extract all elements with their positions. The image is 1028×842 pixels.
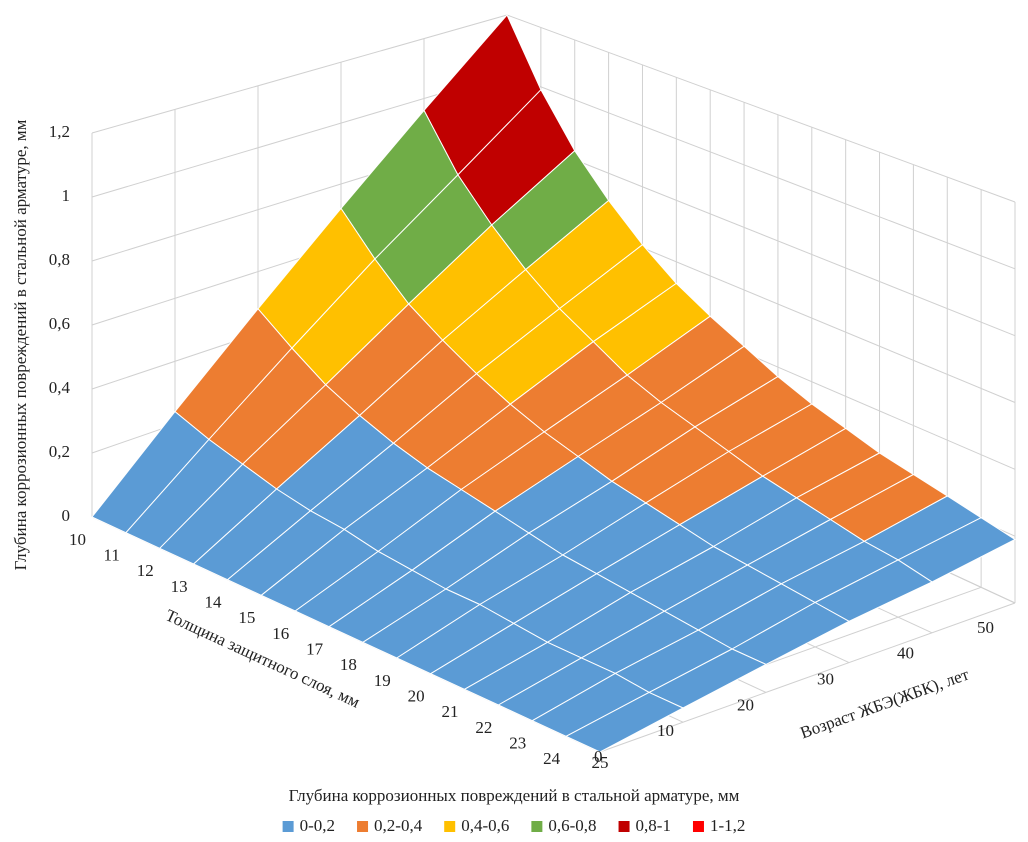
z-tick-label: 1,2: [49, 122, 70, 141]
legend-label: 0-0,2: [300, 816, 335, 835]
legend-label: 0,2-0,4: [374, 816, 423, 835]
x-tick-label: 12: [137, 561, 154, 580]
z-tick-label: 0,8: [49, 250, 70, 269]
legend-swatch: [282, 821, 294, 832]
x-tick-label: 15: [238, 608, 255, 627]
x-tick-label: 25: [592, 753, 609, 772]
z-tick-label: 0,6: [49, 314, 70, 333]
x-tick-label: 20: [408, 687, 425, 706]
x-tick-label: 18: [340, 655, 357, 674]
x-tick-label: 22: [475, 718, 492, 737]
z-tick-label: 0: [62, 506, 71, 525]
z-tick-label: 0,2: [49, 442, 70, 461]
legend-label: 1-1,2: [710, 816, 745, 835]
x-tick-label: 14: [204, 593, 222, 612]
y-tick-label: 10: [657, 721, 674, 740]
z-axis-title: Глубина коррозионных повреждений в сталь…: [11, 119, 30, 570]
y-tick-label: 30: [817, 670, 834, 689]
grid-line: [506, 73, 1016, 270]
legend-swatch: [444, 821, 456, 832]
x-tick-label: 16: [272, 624, 289, 643]
legend-label: 0,8-1: [636, 816, 671, 835]
legend-title: Глубина коррозионных повреждений в сталь…: [289, 786, 740, 805]
x-tick-label: 11: [103, 546, 119, 565]
grid-line: [599, 602, 1016, 753]
x-tick-label: 23: [509, 734, 526, 753]
x-tick-label: 13: [171, 577, 188, 596]
x-tick-label: 24: [543, 749, 561, 768]
grid-line: [506, 132, 1016, 337]
x-tick-label: 17: [306, 640, 324, 659]
surface-cell: [565, 691, 684, 753]
z-tick-label: 0,4: [49, 378, 71, 397]
y-tick-label: 0: [594, 747, 603, 766]
legend-swatch: [692, 821, 704, 832]
y-tick-label: 20: [737, 695, 754, 714]
x-tick-label: 10: [69, 530, 86, 549]
y-tick-label: 40: [897, 644, 914, 663]
legend-label: 0,6-0,8: [548, 816, 596, 835]
y-tick-label: 50: [977, 618, 994, 637]
z-tick-label: 1: [62, 186, 71, 205]
legend-swatch: [531, 821, 543, 832]
legend-swatch: [618, 821, 630, 832]
legend-swatch: [357, 821, 369, 832]
grid-line: [506, 14, 1016, 203]
grid-line: [91, 14, 508, 134]
x-tick-label: 21: [442, 702, 459, 721]
legend-label: 0,4-0,6: [461, 816, 509, 835]
x-tick-label: 19: [374, 671, 391, 690]
